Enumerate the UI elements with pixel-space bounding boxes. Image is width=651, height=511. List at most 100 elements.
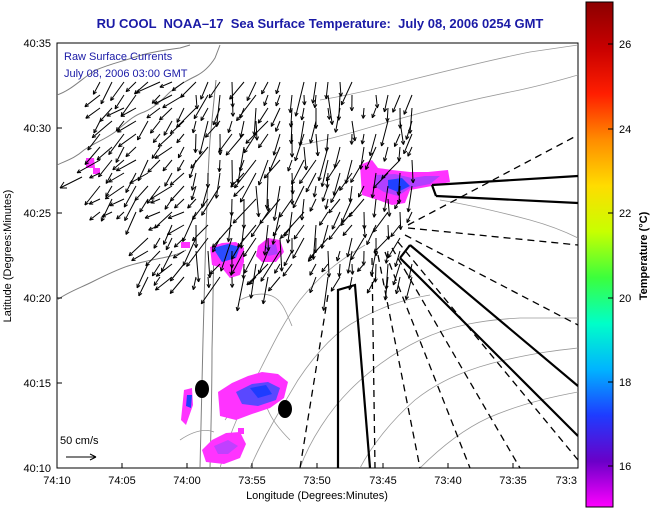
current-vector (169, 120, 185, 135)
current-vector-head (308, 254, 312, 259)
current-vector (383, 94, 389, 113)
current-vector-head (321, 244, 325, 249)
current-vector (371, 107, 377, 118)
current-vector-head (249, 294, 252, 299)
current-vector-head (258, 120, 262, 124)
current-vector-head (215, 194, 220, 199)
current-vector-head (106, 112, 110, 117)
current-vector (151, 263, 161, 277)
current-vector-head (345, 180, 349, 184)
current-vector-head (312, 103, 316, 108)
current-vector-head (272, 240, 276, 245)
current-vector (138, 276, 149, 297)
current-vector-head (369, 152, 373, 157)
current-vector (233, 185, 245, 197)
current-vector-head (154, 226, 159, 229)
current-vector-head (164, 206, 169, 210)
current-vector-head (170, 132, 175, 135)
current-vector (162, 159, 173, 172)
current-label: Raw Surface Currents (64, 51, 173, 63)
current-vector-head (225, 153, 230, 156)
current-vector (124, 198, 137, 221)
current-vector-head (217, 167, 220, 172)
current-vector (125, 146, 137, 157)
current-vector-head (243, 254, 248, 258)
current-vector (381, 120, 389, 147)
current-vector (209, 263, 221, 275)
current-vector-head (116, 128, 121, 133)
current-vector-head (329, 121, 333, 125)
current-vector (381, 159, 401, 180)
current-vector (150, 185, 173, 200)
current-vector (136, 263, 149, 289)
current-vector-head (317, 176, 320, 181)
sst-patch-south (181, 372, 288, 464)
current-vector-head (173, 243, 177, 248)
current-vector (403, 94, 413, 115)
sst-patches (86, 158, 450, 464)
current-vector (334, 146, 341, 169)
current-vector (161, 250, 173, 273)
current-vector (262, 276, 269, 304)
current-vector (325, 159, 341, 182)
current-vector (207, 276, 210, 288)
current-vector-head (194, 148, 198, 153)
current-vector (409, 107, 413, 134)
current-vector (275, 94, 281, 107)
current-vector (326, 133, 329, 152)
current-vector-head (232, 103, 235, 108)
current-vector-head (92, 136, 97, 139)
current-vector-head (267, 247, 271, 252)
current-vector-head (389, 212, 392, 217)
current-vector (390, 224, 401, 237)
current-vector (267, 198, 269, 212)
current-vector (408, 263, 413, 279)
current-vector (168, 211, 185, 219)
current-vector (92, 81, 101, 95)
current-vector (173, 237, 185, 248)
current-vector-head (151, 271, 154, 276)
current-vector-head (384, 108, 388, 113)
current-vector-head (340, 223, 345, 226)
current-vector-head (260, 277, 262, 282)
current-vector-head (152, 138, 155, 143)
current-vector (362, 107, 365, 119)
current-vector (164, 172, 173, 187)
current-vector-head (153, 245, 158, 249)
current-vector (301, 198, 305, 221)
current-vector-head (101, 218, 105, 222)
current-vector (108, 172, 125, 183)
current-vector-head (139, 209, 144, 213)
current-vector-head (188, 173, 191, 178)
current-vector-head (315, 124, 319, 129)
current-vector (312, 81, 317, 104)
current-vector (361, 133, 365, 145)
current-vector-head (186, 262, 188, 267)
current-vector-head (216, 123, 220, 127)
y-tick-label: 40:10 (23, 463, 51, 475)
current-vector-head (361, 140, 365, 145)
current-vector-head (233, 192, 236, 197)
current-vector-head (137, 137, 142, 141)
current-vector (290, 107, 293, 128)
current-vector-head (326, 273, 330, 278)
current-vector-head (328, 273, 332, 278)
current-vector (269, 146, 281, 172)
current-vector-head (372, 213, 375, 218)
current-vector-head (154, 154, 158, 159)
current-vector-head (228, 129, 232, 134)
current-vector-head (176, 138, 179, 143)
current-vector (309, 276, 317, 293)
current-vector-head (354, 137, 357, 142)
current-vector (272, 211, 281, 245)
current-vector-head (236, 118, 241, 122)
current-vector-head (219, 151, 223, 156)
current-vector-head (191, 186, 196, 191)
current-vector-head (273, 217, 278, 221)
current-vector (399, 120, 404, 145)
current-vector-head (381, 142, 385, 147)
current-vector-head (124, 217, 129, 222)
current-vector-head (387, 212, 390, 217)
current-vector-head (248, 280, 251, 285)
current-vector-head (282, 272, 285, 277)
